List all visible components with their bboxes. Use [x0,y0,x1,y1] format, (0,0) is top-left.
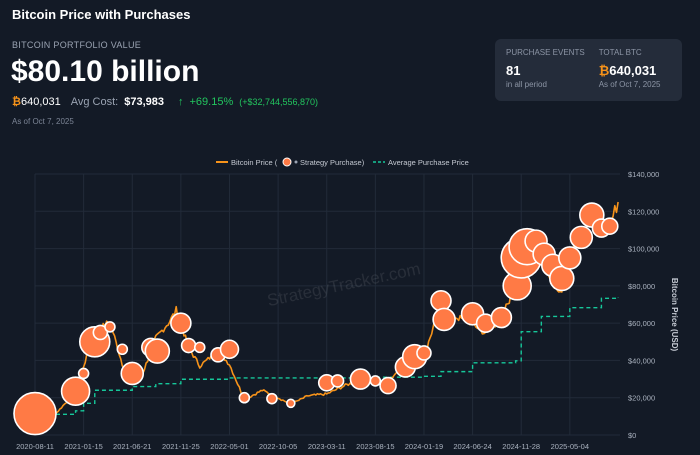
purchase-marker [416,345,432,361]
x-tick-label: 2023-03-11 [308,442,346,451]
x-tick-label: 2021-11-25 [162,442,200,451]
purchase-events-stat: PURCHASE EVENTS 81 in all period [506,48,585,92]
portfolio-stats-row: ₿640,031 Avg Cost: $73,983 ↑ +69.15% (+$… [12,96,318,108]
purchase-marker [104,321,116,333]
legend-purchase-label: Strategy Purchase) [300,158,365,167]
purchase-marker [144,338,171,364]
x-tick-label: 2022-05-01 [210,442,248,451]
purchase-marker [238,391,251,404]
purchase-marker [490,306,513,329]
purchase-marker [369,375,382,387]
purchase-marker [170,312,192,334]
change-percent: +69.15% [189,96,234,108]
y-tick-label: $80,000 [628,282,655,291]
purchase-marker [600,217,619,235]
avg-purchase-path [35,297,619,416]
portfolio-value-label: BITCOIN PORTFOLIO VALUE [12,40,142,50]
purchase-events-value: 81 [506,63,521,78]
x-tick-label: 2023-08-15 [356,442,394,451]
x-tick-label: 2020-08-11 [16,442,54,451]
y-tick-label: $120,000 [628,207,659,216]
purchase-marker [180,337,197,354]
purchase-marker [379,376,397,395]
x-axis-ticks: 2020-08-11 2021-01-15 2021-06-21 2021-11-25… [16,442,589,451]
purchase-marker [193,341,206,354]
x-tick-label: 2024-11-28 [502,442,540,451]
y-tick-label: $20,000 [628,394,655,403]
legend-purchase-dot-icon [294,160,298,164]
avg-cost-value: $73,983 [124,96,164,108]
total-btc-stat: TOTAL BTC ₿640,031 As of Oct 7, 2025 [599,48,661,92]
purchase-marker [330,374,345,388]
y-tick-label: $40,000 [628,356,655,365]
purchase-marker [92,324,109,341]
bitcoin-price-chart: StrategyTracker.com Bitcoin Price ( Stra… [13,157,679,451]
total-btc-value: ₿640,031 [599,63,661,78]
portfolio-value: $80.10 billion [11,55,200,88]
purchase-marker [349,368,372,390]
purchase-marker [219,339,240,360]
change-absolute: (+$32,744,556,870) [239,97,319,107]
y-tick-label: $100,000 [628,245,659,254]
purchase-marker [120,361,145,386]
x-tick-label: 2024-06-24 [453,442,491,451]
chart-watermark: StrategyTracker.com [265,259,422,310]
purchase-events-sub: in all period [506,80,547,89]
avg-cost-label: Avg Cost: [70,96,119,108]
total-btc-label: TOTAL BTC [598,48,642,57]
btc-holdings: ₿640,031 [12,96,61,108]
purchase-marker [430,289,452,312]
purchase-marker [266,392,278,405]
purchase-marker [548,265,575,292]
x-tick-label: 2025-05-04 [551,442,589,451]
y-tick-label: $60,000 [628,319,655,328]
btc-amount: 640,031 [20,96,61,108]
y-tick-label: $140,000 [628,170,659,179]
summary-card: PURCHASE EVENTS 81 in all period TOTAL B… [495,39,682,101]
purchase-marker [432,307,456,332]
purchase-marker [116,343,129,356]
as-of-date: As of Oct 7, 2025 [12,117,74,126]
chart-grid [34,173,620,436]
avg-purchase-line [35,297,619,416]
total-btc-sub: As of Oct 7, 2025 [598,80,661,89]
purchase-marker [13,391,57,436]
arrow-up-icon: ↑ [178,96,184,108]
x-tick-label: 2021-01-15 [64,442,102,451]
purchase-marker [77,367,90,380]
purchase-marker [569,225,594,250]
y-axis-label: Bitcoin Price (USD) [670,278,679,352]
purchase-marker [286,398,296,409]
purchase-marker [558,246,582,270]
y-tick-label: $0 [628,431,636,440]
legend-avg-label: Average Purchase Price [388,158,469,167]
legend-purchase-swatch [282,157,292,167]
purchase-events-label: PURCHASE EVENTS [506,48,585,57]
chart-legend: Bitcoin Price ( Strategy Purchase) Avera… [216,157,469,167]
purchase-marker [60,376,91,406]
bitcoin-icon: ₿ [12,96,21,108]
x-tick-label: 2022-10-05 [259,442,297,451]
y-axis-ticks: $0 $20,000 $40,000 $60,000 $80,000 $100,000 $1… [628,170,659,440]
x-tick-label: 2024-01-19 [405,442,443,451]
bitcoin-icon: ₿ [598,63,610,78]
total-btc-amount: 640,031 [609,63,657,78]
legend-price-label: Bitcoin Price ( [231,158,278,167]
page-title: Bitcoin Price with Purchases [12,7,191,22]
purchase-markers [13,202,619,436]
x-tick-label: 2021-06-21 [113,442,151,451]
